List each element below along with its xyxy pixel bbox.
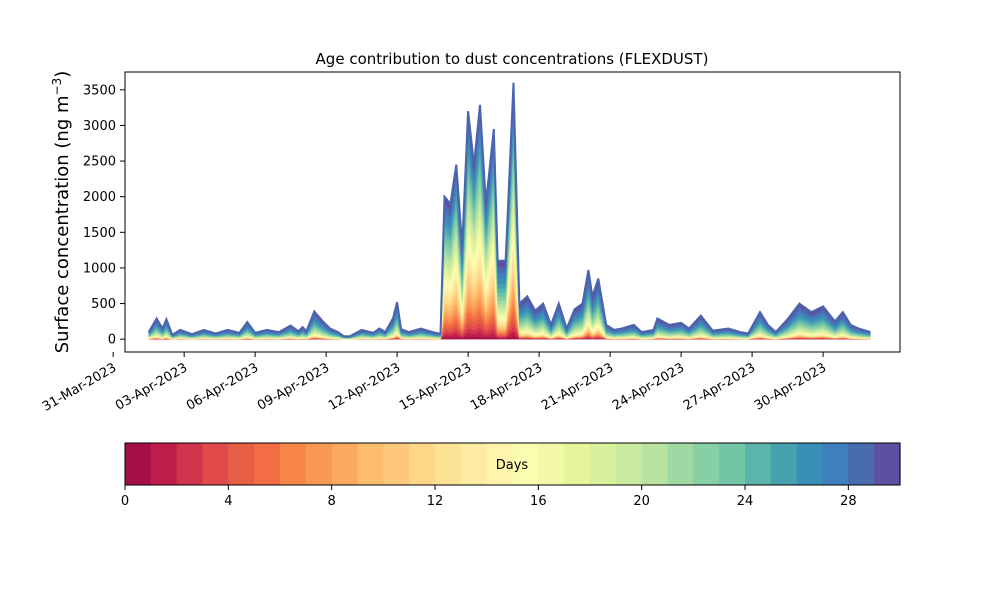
plot-frame xyxy=(124,71,901,353)
y-tick-label: 3500 xyxy=(83,83,116,98)
y-tick-label: 1000 xyxy=(83,261,116,276)
x-tick-label: 12-Apr-2023 xyxy=(326,360,403,413)
colorbar-swatch xyxy=(641,443,669,485)
y-axis-label-sup: −3 xyxy=(50,78,64,96)
colorbar-swatch xyxy=(512,443,539,485)
y-axis-label: Surface concentration (ng m−3) xyxy=(50,71,73,354)
colorbar-swatch xyxy=(202,443,229,485)
colorbar-swatch xyxy=(719,443,746,485)
colorbar-swatch xyxy=(460,443,488,485)
colorbar-tick-label: 20 xyxy=(633,494,650,509)
y-tick-label: 2000 xyxy=(83,190,116,205)
stacked-areas xyxy=(148,82,871,340)
colorbar-swatch xyxy=(693,443,720,485)
x-tick-label: 09-Apr-2023 xyxy=(255,360,332,413)
colorbar-swatch xyxy=(305,443,333,485)
x-tick-label: 21-Apr-2023 xyxy=(539,360,616,413)
colorbar-tick-label: 16 xyxy=(530,494,547,509)
colorbar-swatch xyxy=(564,443,591,485)
y-tick-label: 0 xyxy=(108,333,116,348)
colorbar-swatch xyxy=(435,443,462,485)
x-tick-label: 31-Mar-2023 xyxy=(40,360,119,414)
colorbar-swatch xyxy=(331,443,359,485)
colorbar-frame xyxy=(124,442,901,486)
colorbar-swatch xyxy=(667,443,694,485)
colorbar-label: Days xyxy=(496,458,529,473)
colorbar-tick-label: 4 xyxy=(224,494,232,509)
colorbar-swatch xyxy=(280,443,307,485)
x-tick-label: 30-Apr-2023 xyxy=(752,360,829,413)
colorbar-swatch xyxy=(770,443,798,485)
colorbar xyxy=(125,443,901,485)
y-tick-label: 500 xyxy=(91,297,116,312)
chart-title: Age contribution to dust concentrations … xyxy=(316,50,709,68)
colorbar-swatch xyxy=(590,443,617,485)
x-tick-label: 06-Apr-2023 xyxy=(184,360,261,413)
colorbar-swatch xyxy=(176,443,204,485)
y-axis-label-close: ) xyxy=(52,71,73,78)
colorbar-swatch xyxy=(848,443,875,485)
colorbar-swatch xyxy=(486,443,514,485)
colorbar-swatch xyxy=(538,443,565,485)
colorbar-swatch xyxy=(254,443,281,485)
colorbar-swatch xyxy=(874,443,901,485)
colorbar-tick-label: 0 xyxy=(121,494,129,509)
x-tick-label: 18-Apr-2023 xyxy=(468,360,545,413)
y-axis-ticks: 0 500 1000 1500 2000 2500 3000 3500 xyxy=(83,83,125,348)
colorbar-tick-label: 12 xyxy=(427,494,444,509)
x-axis-ticks: 31-Mar-202303-Apr-202306-Apr-202309-Apr-… xyxy=(40,352,829,415)
colorbar-swatch xyxy=(150,443,178,485)
colorbar-swatch xyxy=(383,443,410,485)
colorbar-swatch xyxy=(615,443,643,485)
x-tick-label: 27-Apr-2023 xyxy=(681,360,758,413)
colorbar-tick-label: 8 xyxy=(328,494,336,509)
x-tick-label: 15-Apr-2023 xyxy=(397,360,474,413)
y-tick-label: 3000 xyxy=(83,119,116,134)
colorbar-swatch xyxy=(228,443,255,485)
colorbar-swatch xyxy=(745,443,772,485)
colorbar-ticks: 0 4 8 12 16 20 24 28 xyxy=(121,485,857,509)
colorbar-swatch xyxy=(822,443,849,485)
colorbar-swatch xyxy=(357,443,384,485)
total-series-line xyxy=(147,82,871,338)
y-axis-label-main: Surface concentration (ng m xyxy=(52,95,73,353)
x-tick-label: 03-Apr-2023 xyxy=(113,360,190,413)
y-tick-label: 1500 xyxy=(83,226,116,241)
colorbar-swatch xyxy=(796,443,824,485)
colorbar-tick-label: 24 xyxy=(737,494,754,509)
colorbar-tick-label: 28 xyxy=(840,494,857,509)
colorbar-swatch xyxy=(409,443,436,485)
x-tick-label: 24-Apr-2023 xyxy=(610,360,687,413)
y-tick-label: 2500 xyxy=(83,155,116,170)
colorbar-swatch xyxy=(125,443,152,485)
